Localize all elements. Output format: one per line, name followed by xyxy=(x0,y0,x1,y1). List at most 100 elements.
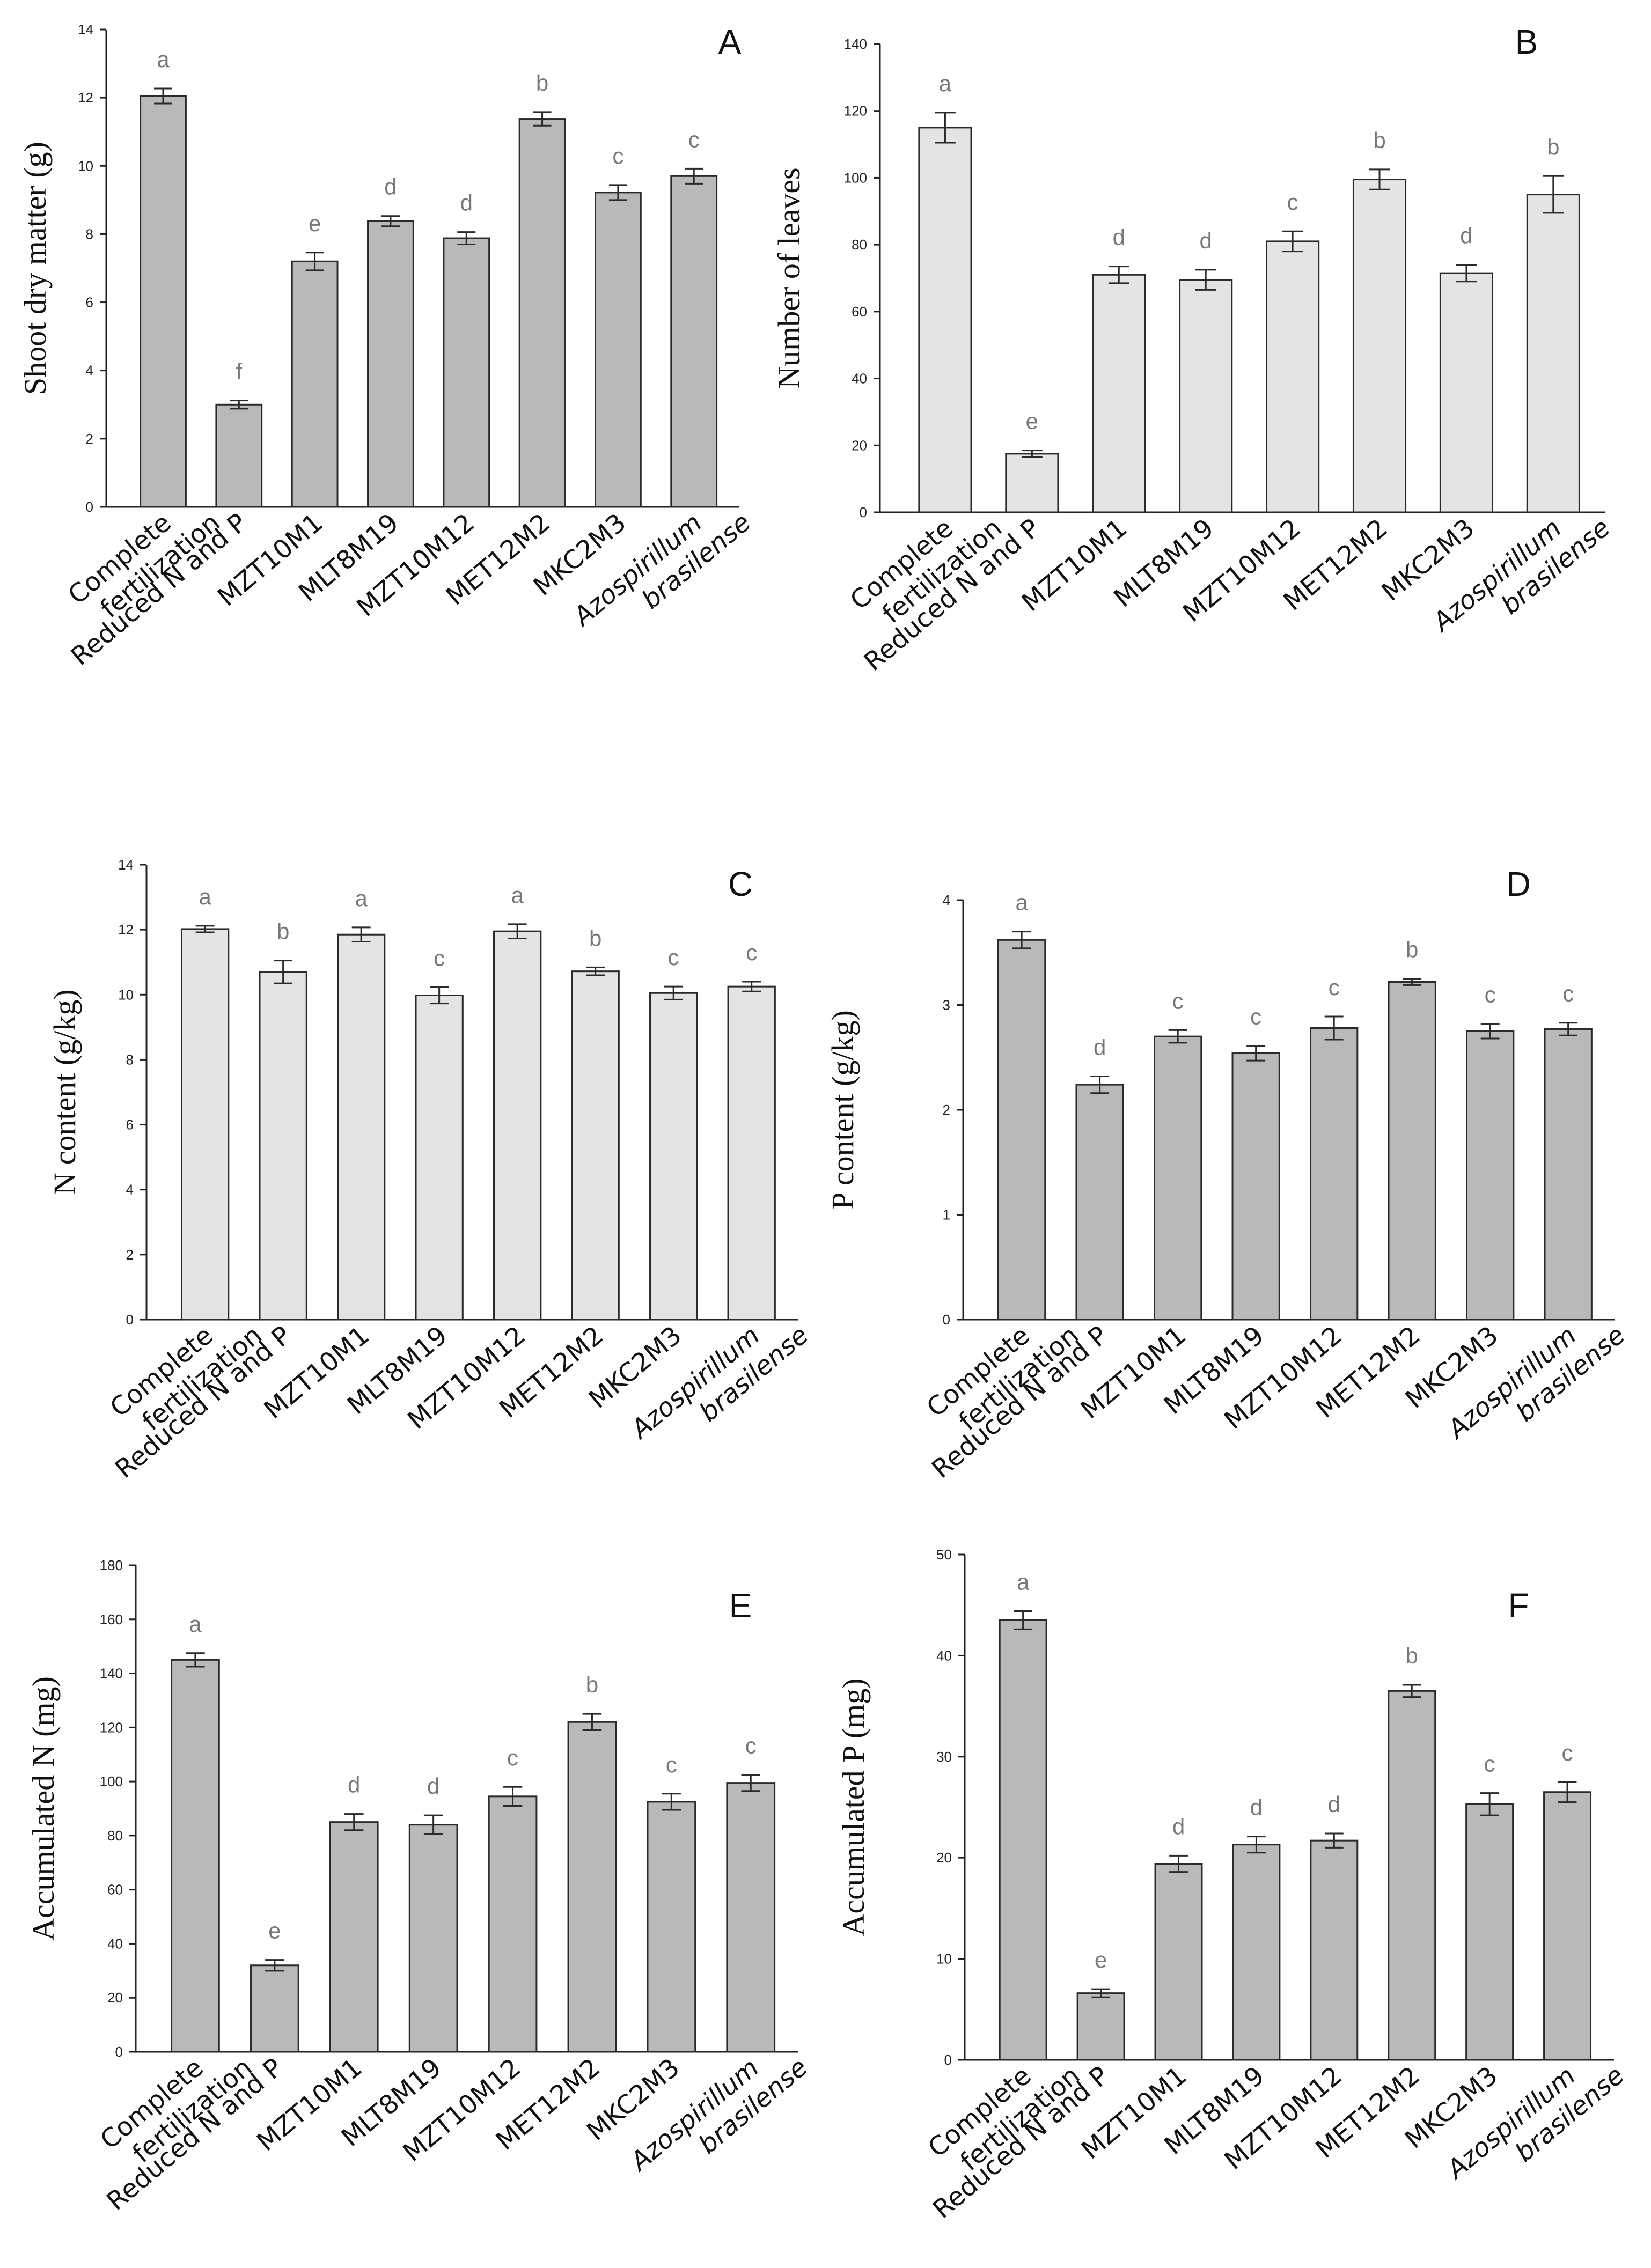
y-tick-label: 6 xyxy=(126,1117,134,1133)
y-axis-title: Accumulated N (mg) xyxy=(26,1676,61,1941)
error-bar xyxy=(1195,269,1216,291)
y-tick-label: 0 xyxy=(115,2044,123,2060)
error-bar xyxy=(1559,1022,1578,1036)
error-bar xyxy=(430,986,449,1005)
bar xyxy=(291,260,339,508)
x-category-label: Azospirillumbrasilense xyxy=(1440,2036,1630,2210)
bar xyxy=(571,970,620,1321)
panel-letter: A xyxy=(718,23,742,61)
bar xyxy=(1310,1027,1359,1321)
significance-letter: c xyxy=(1562,981,1574,1006)
error-bar xyxy=(1168,1029,1187,1044)
y-axis-title: P content (g/kg) xyxy=(825,1010,860,1210)
y-axis-title: Shoot dry matter (g) xyxy=(18,142,53,395)
bar xyxy=(997,939,1046,1321)
error-bar xyxy=(423,1814,443,1835)
bar xyxy=(1075,1084,1124,1321)
error-bar xyxy=(351,926,371,943)
error-bar xyxy=(662,1793,681,1811)
error-bar xyxy=(186,1652,205,1668)
significance-letter: c xyxy=(746,940,757,965)
x-category-label: Azospirillumbrasilense xyxy=(625,1296,815,1469)
error-bar xyxy=(1369,168,1390,190)
error-bar xyxy=(154,87,172,105)
significance-letter: a xyxy=(157,47,170,72)
bar xyxy=(1543,1791,1592,2061)
y-tick-label: 160 xyxy=(100,1611,123,1628)
bar xyxy=(1465,1803,1514,2061)
x-category-label: Azospirillumbrasilense xyxy=(1441,1296,1631,1469)
error-bar xyxy=(1091,1988,1110,1998)
significance-letter: a xyxy=(189,1611,202,1637)
error-bar xyxy=(1324,1832,1344,1849)
bar xyxy=(918,127,972,513)
significance-letter: b xyxy=(536,70,548,95)
error-bar xyxy=(195,925,215,933)
significance-letter: c xyxy=(1287,189,1298,215)
y-axis-title: Accumulated P (mg) xyxy=(836,1678,871,1936)
y-tick-label: 0 xyxy=(860,504,867,520)
error-bar xyxy=(1558,1781,1577,1803)
panel-letter: D xyxy=(1506,865,1531,903)
significance-letter: b xyxy=(1406,937,1418,962)
error-bar xyxy=(685,167,703,185)
error-bar xyxy=(1012,931,1031,949)
bar xyxy=(408,1824,458,2053)
y-tick-label: 4 xyxy=(943,892,950,908)
significance-letter: c xyxy=(666,1752,677,1777)
error-bar xyxy=(608,184,627,201)
bar xyxy=(1544,1028,1593,1321)
significance-letter: c xyxy=(668,945,679,970)
y-tick-label: 0 xyxy=(86,499,93,515)
error-bar xyxy=(1108,266,1129,284)
bar xyxy=(250,1964,299,2053)
error-bar xyxy=(274,960,293,984)
y-tick-label: 2 xyxy=(126,1247,134,1263)
significance-letter: e xyxy=(309,211,321,236)
y-axis-title: N content (g/kg) xyxy=(47,989,82,1195)
y-tick-label: 2 xyxy=(86,431,93,447)
bar xyxy=(1526,194,1580,513)
significance-letter: e xyxy=(268,1918,281,1943)
significance-letter: a xyxy=(1017,1570,1030,1595)
bar xyxy=(329,1821,379,2053)
bar xyxy=(259,971,307,1321)
error-bar xyxy=(381,215,400,227)
x-category-label: Azospirillumbrasilense xyxy=(623,2028,813,2201)
y-tick-label: 10 xyxy=(118,986,134,1003)
y-tick-label: 3 xyxy=(943,997,950,1013)
significance-letter: c xyxy=(1485,982,1496,1007)
significance-letter: d xyxy=(1460,223,1472,248)
significance-letter: a xyxy=(1015,890,1028,915)
error-bar xyxy=(742,981,761,992)
bar xyxy=(1388,981,1436,1321)
error-bar xyxy=(1169,1854,1188,1873)
error-bar xyxy=(457,231,476,245)
y-tick-label: 4 xyxy=(126,1182,134,1198)
bar xyxy=(336,933,386,1321)
y-axis-title: Number of leaves xyxy=(772,167,806,388)
bar xyxy=(726,1782,776,2053)
error-bar xyxy=(1021,450,1043,458)
x-category-label: Azospirillumbrasilense xyxy=(567,483,757,657)
significance-letter: c xyxy=(507,1745,518,1770)
error-bar xyxy=(582,1713,602,1731)
bar xyxy=(171,1659,220,2053)
y-tick-label: 8 xyxy=(86,226,93,242)
bar xyxy=(1232,1844,1281,2061)
y-tick-label: 2 xyxy=(943,1102,950,1118)
panel-letter: E xyxy=(729,1586,752,1625)
error-bar xyxy=(1014,1610,1033,1630)
significance-letter: c xyxy=(1562,1740,1573,1765)
significance-letter: d xyxy=(348,1772,360,1798)
significance-letter: d xyxy=(384,174,397,200)
bar xyxy=(488,1795,538,2053)
bar xyxy=(1388,1690,1436,2061)
bar xyxy=(1466,1030,1515,1321)
bar xyxy=(518,118,566,508)
y-tick-label: 6 xyxy=(86,294,93,311)
significance-letter: e xyxy=(1026,409,1038,434)
y-tick-label: 14 xyxy=(78,21,93,38)
significance-letter: e xyxy=(1095,1947,1107,1972)
